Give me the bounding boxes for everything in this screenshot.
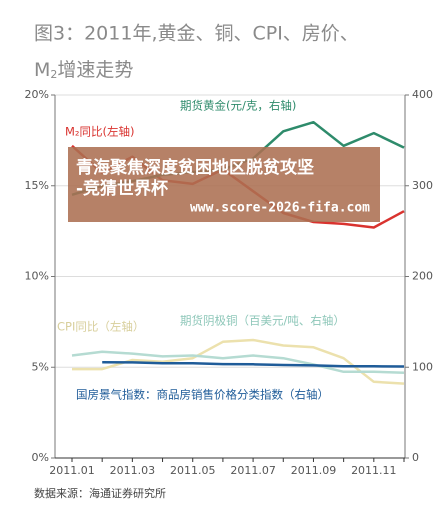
x-tick-label: 2011.01: [49, 464, 95, 477]
y2-tick-label: 200: [412, 270, 433, 283]
x-tick-label: 2011.03: [110, 464, 156, 477]
x-tick-label: 2011.05: [170, 464, 216, 477]
y-tick-label: 5%: [32, 360, 49, 373]
series-label: 期货黄金(元/克，右轴): [180, 99, 296, 113]
series-label: 期货阴极铜（百美元/吨、右轴）: [180, 314, 345, 328]
subtitle-part: 增速走势: [57, 59, 133, 81]
y-tick-label: 15%: [25, 179, 49, 192]
y2-tick-label: 100: [412, 360, 433, 373]
series-line: [71, 350, 405, 374]
overlay-headline: 青海聚焦深度贫困地区脱贫攻坚-竞猜世界杯: [76, 157, 314, 199]
overlay-url: www.score-2026-fifa.com: [190, 201, 370, 216]
series-line: [102, 361, 405, 368]
overlay-headline-line: -竞猜世界杯: [76, 178, 168, 199]
series-label: 国房景气指数：商品房销售价格分类指数（右轴）: [76, 388, 329, 402]
y-tick-label: 20%: [25, 88, 49, 101]
subtitle-part: 2: [50, 68, 57, 81]
y-tick-label: 10%: [25, 270, 49, 283]
y2-tick-label: 400: [412, 88, 433, 101]
subtitle-part: M: [34, 59, 50, 81]
y2-tick-label: 0: [412, 451, 419, 464]
chart-title: 图3：2011年,黄金、铜、CPI、房价、: [34, 23, 359, 45]
overlay-banner: [68, 147, 380, 222]
y2-tick-label: 300: [412, 179, 433, 192]
overlay-headline-line: 青海聚焦深度贫困地区脱贫攻坚: [76, 157, 314, 178]
chart-subtitle: M2增速走势: [34, 59, 133, 82]
x-tick-label: 2011.07: [230, 464, 276, 477]
x-tick-label: 2011.09: [291, 464, 337, 477]
x-tick-label: 2011.11: [351, 464, 397, 477]
source-note: 数据来源：海通证券研究所: [34, 486, 166, 500]
series-label: M₂同比(左轴): [65, 125, 135, 139]
y-tick-label: 0%: [32, 451, 49, 464]
series-label: CPI同比（左轴）: [57, 320, 144, 334]
